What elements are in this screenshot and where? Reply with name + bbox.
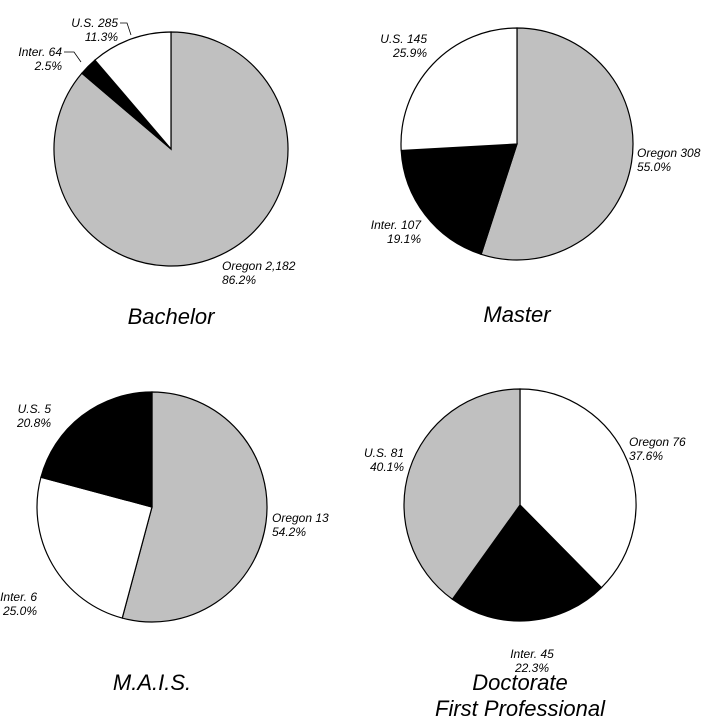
pie-slice-us [40,391,153,508]
chart-title: Doctorate [472,670,567,695]
leader-line-us [120,22,132,36]
slice-label-us: U.S. 5 [18,402,52,416]
slice-percent-oregon: 54.2% [272,525,306,539]
slice-percent-inter: 22.3% [514,661,549,675]
slice-percent-us: 11.3% [85,30,118,44]
pie-slice-inter [36,476,153,619]
slice-label-inter: Inter. 107 [371,218,423,232]
slice-percent-us: 40.1% [370,460,404,474]
slice-percent-us: 20.8% [16,416,51,430]
pie-slice-inter [451,504,603,622]
slice-percent-oregon: 86.2% [222,273,256,287]
pie-slice-oregon [480,27,634,261]
slice-label-inter: Inter. 45 [510,647,554,661]
slice-label-oregon: Oregon 2,182 [222,259,296,273]
slice-label-oregon: Oregon 308 [637,146,701,160]
pie-slice-oregon [121,391,268,623]
slice-label-inter: Inter. 64 [18,45,62,59]
slice-percent-inter: 25.0% [2,604,37,618]
slice-percent-inter: 2.5% [34,59,63,73]
pie-slice-us [403,388,521,601]
slice-percent-oregon: 37.6% [629,449,663,463]
pie-slice-us [400,27,518,152]
pie-slice-us [94,31,172,151]
slice-percent-oregon: 55.0% [637,160,671,174]
slice-label-us: U.S. 81 [364,446,404,460]
slice-label-oregon: Oregon 76 [629,435,686,449]
chart-title: Master [483,302,552,327]
leader-line-inter [64,51,82,63]
slice-percent-inter: 19.1% [387,232,421,246]
slice-label-inter: Inter. 6 [0,590,37,604]
pie-slice-inter [400,143,518,256]
pie-slice-oregon [519,388,637,589]
slice-label-us: U.S. 145 [380,32,427,46]
chart-title: Bachelor [128,304,217,329]
slice-label-us: U.S. 285 [71,16,118,30]
slice-label-oregon: Oregon 13 [272,511,329,525]
chart-title: M.A.I.S. [113,670,191,695]
chart-subtitle: First Professional [435,696,606,721]
slice-percent-us: 25.9% [392,46,427,60]
